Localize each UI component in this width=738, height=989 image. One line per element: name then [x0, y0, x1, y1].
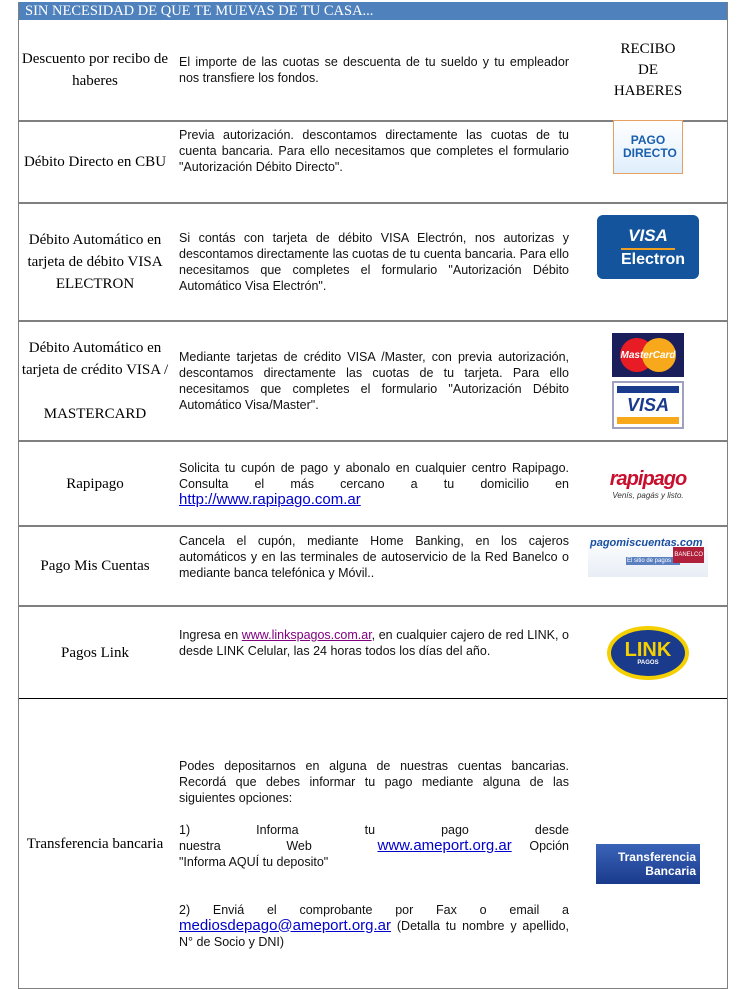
row-text: Previa autorización. descontamos directa… — [179, 128, 569, 174]
visa-electron-logo: VISA Electron — [597, 215, 699, 279]
pago-directo-logo: PAGO DIRECTO — [613, 120, 683, 174]
table-row: Transferencia bancaria Podes depositarno… — [19, 698, 727, 988]
rapipago-link[interactable]: http://www.rapipago.com.ar — [179, 490, 361, 508]
table-row: Débito Automático en tarjeta de crédito … — [19, 320, 727, 440]
transferencia-bancaria-logo: Transferencia Bancaria — [596, 843, 700, 884]
row-text: Si contás con tarjeta de débito VISA Ele… — [179, 231, 569, 293]
link-logo: LINK PAGOS — [607, 625, 689, 680]
row-label: Transferencia bancaria — [26, 835, 164, 852]
table-row: Pago Mis Cuentas Cancela el cupón, media… — [19, 525, 727, 605]
logo-line: RECIBO — [620, 40, 676, 57]
linkspagos-link[interactable]: www.linkspagos.com.ar — [241, 627, 372, 642]
visa-logo: VISA — [612, 381, 684, 429]
logo-line: HABERES — [613, 82, 683, 99]
table-row: Débito Directo en CBU Previa autorizació… — [19, 120, 727, 202]
row-label: Descuento por recibo de haberes — [21, 51, 169, 89]
table-header: SIN NECESIDAD DE QUE TE MUEVAS DE TU CAS… — [19, 2, 727, 20]
mastercard-logo: MasterCard — [612, 333, 684, 377]
payment-methods-table: SIN NECESIDAD DE QUE TE MUEVAS DE TU CAS… — [18, 2, 728, 989]
recibo-logo-text: RECIBO DE HABERES — [569, 39, 727, 102]
table-row: Descuento por recibo de haberes El impor… — [19, 20, 727, 120]
row-label: Pagos Link — [61, 644, 129, 661]
row-label: Rapipago — [66, 475, 124, 492]
row-text: Solicita tu cupón de pago y abonalo en c… — [179, 460, 569, 508]
table-row: Pagos Link Ingresa en www.linkspagos.com… — [19, 605, 727, 698]
row-label: Pago Mis Cuentas — [40, 558, 150, 574]
row-text: Cancela el cupón, mediante Home Banking,… — [179, 534, 569, 580]
row-text: Mediante tarjetas de crédito VISA /Maste… — [179, 350, 569, 412]
table-row: Débito Automático en tarjeta de débito V… — [19, 202, 727, 320]
row-label: Débito Automático en tarjeta de débito V… — [27, 232, 163, 292]
logo-line: DE — [638, 61, 658, 78]
table-row: Rapipago Solicita tu cupón de pago y abo… — [19, 440, 727, 525]
row-text: El importe de las cuotas se descuenta de… — [179, 55, 569, 85]
ameport-link[interactable]: www.ameport.org.ar — [377, 836, 512, 854]
rapipago-logo: rapipago Venís, pagás y listo. — [609, 467, 687, 500]
row-label: Débito Automático en tarjeta de crédito … — [21, 340, 169, 422]
mediosdepago-email-link[interactable]: mediosdepago@ameport.org.ar — [179, 916, 392, 934]
row-text: Ingresa en www.linkspagos.com.ar, en cua… — [179, 627, 569, 658]
pagomiscuentas-logo: pagomiscuentas.com El sitio de pagos de … — [588, 535, 708, 577]
row-text: Podes depositarnos en alguna de nuestras… — [179, 758, 569, 949]
row-label: Débito Directo en CBU — [23, 154, 167, 170]
